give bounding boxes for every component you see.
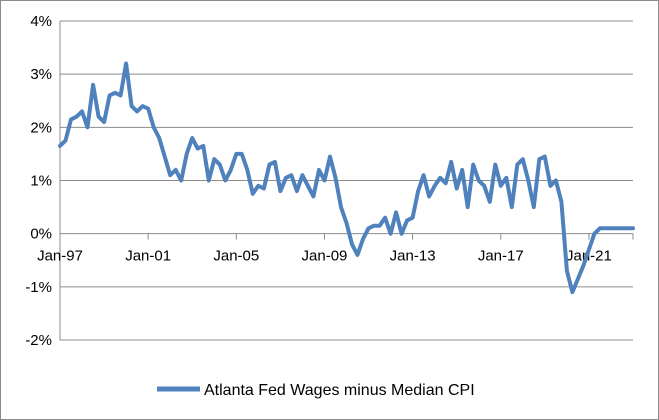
gridlines [60,20,633,341]
x-tick-label: Jan-17 [478,248,524,265]
x-axis-labels: Jan-97 Jan-01 Jan-05 Jan-09 Jan-13 Jan-17 Jan-… [37,248,612,265]
x-tick-label: Jan-01 [125,248,171,265]
y-tick-label: -2% [25,332,52,349]
y-tick-label: 3% [30,66,52,83]
y-tick-label: 2% [30,119,52,136]
y-tick-label: -1% [25,279,52,296]
x-axis-ticks [59,233,634,240]
y-tick-label: 1% [30,173,52,190]
legend: Atlanta Fed Wages minus Median CPI [157,382,475,399]
x-tick-label: Jan-05 [213,248,259,265]
x-tick-label: Jan-13 [390,248,436,265]
series-line [58,61,635,295]
y-axis-labels: 4% 3% 2% 1% 0% -1% -2% [25,13,52,349]
x-tick-label: Jan-97 [37,248,83,265]
x-tick-label: Jan-21 [566,248,612,265]
y-tick-label: 0% [30,226,52,243]
x-tick-label: Jan-09 [302,248,348,265]
series-group [58,61,635,295]
y-tick-label: 4% [30,13,52,30]
legend-label: Atlanta Fed Wages minus Median CPI [204,382,475,399]
